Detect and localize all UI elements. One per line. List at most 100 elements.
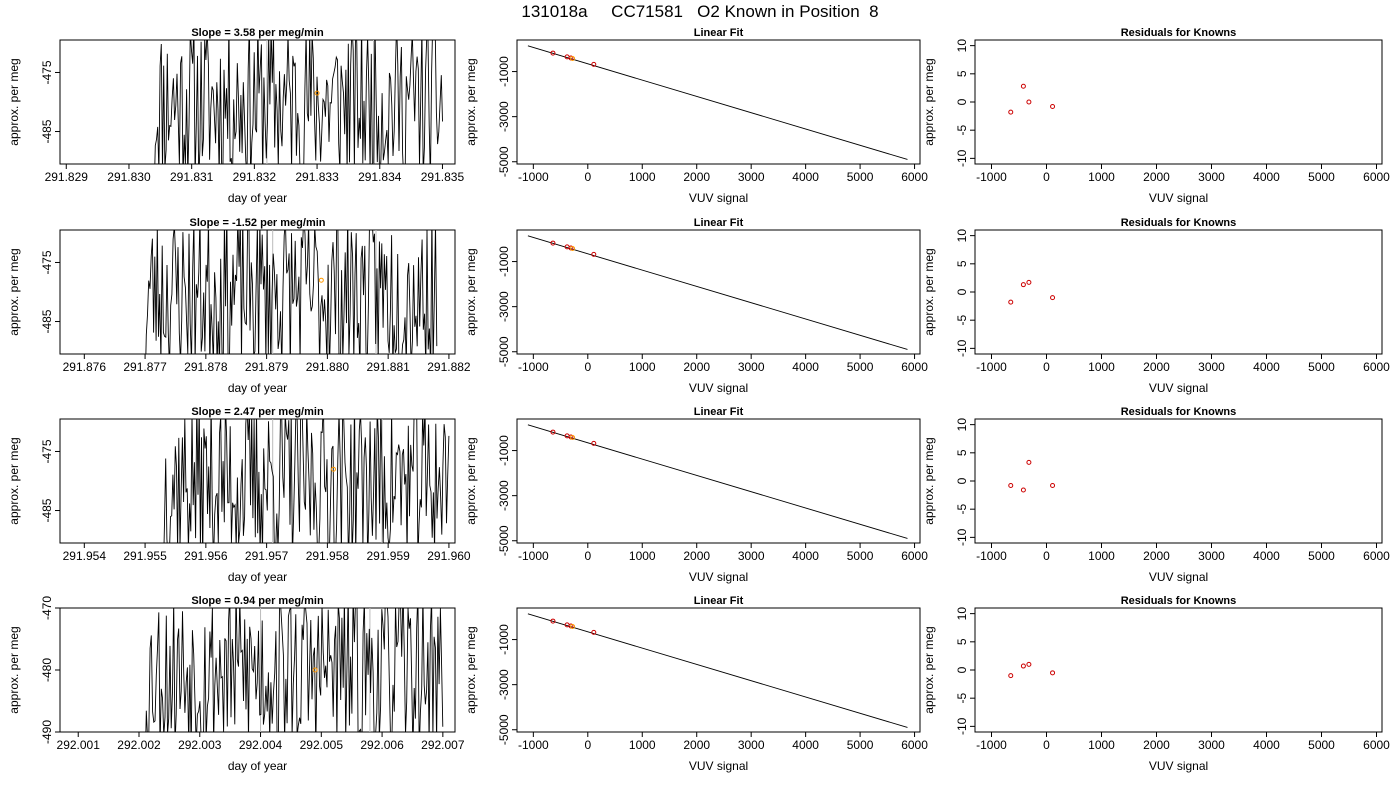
y-tick-label: 5 [955,70,969,77]
x-tick-label: 5000 [847,360,874,374]
x-tick-label: 6000 [901,738,928,752]
trace_panel-xlabel: day of year [228,381,287,395]
fit-line [527,45,908,160]
residual-point [1026,661,1032,667]
y-tick-label: -3000 [497,669,511,700]
y-tick-label: -3000 [497,480,511,511]
fit-point [591,61,597,67]
x-tick-label: 291.880 [306,360,350,374]
trace-panel: Slope = 2.47 per meg/min day of year appro… [7,406,471,584]
x-tick-label: 5000 [1308,170,1335,184]
fit-panel: Linear Fit VUV signal approx. per meg -1000… [464,217,928,395]
residual-point [1026,99,1032,105]
residual_panel-xlabel: VUV signal [1149,759,1208,773]
known-point [570,623,576,629]
residual_panel-ylabel: approx. per meg [922,437,936,524]
y-tick-label: 5 [955,260,969,267]
fit_panel-ylabel: approx. per meg [464,248,478,335]
trace-series [154,40,443,164]
x-tick-label: -1000 [518,170,549,184]
fit_panel-xlabel: VUV signal [689,191,748,205]
fit-panel: Linear Fit VUV signal approx. per meg -1000… [464,27,928,205]
trace-series [145,230,438,354]
y-tick-label: -470 [40,596,54,620]
trace_panel-xlabel: day of year [228,191,287,205]
x-tick-label: 291.954 [63,549,107,563]
x-tick-label: 4000 [1253,738,1280,752]
x-tick-label: 2000 [1143,549,1170,563]
figure-title: 131018a CC71581 O2 Known in Position 8 [521,2,879,21]
fit-point [591,629,597,635]
residual_panel-ylabel: approx. per meg [922,248,936,335]
x-tick-label: 292.002 [117,738,161,752]
y-tick-label: -1000 [497,624,511,655]
x-tick-label: 4000 [1253,549,1280,563]
x-tick-label: 3000 [1198,738,1225,752]
y-tick-label: -490 [40,720,54,744]
residual_panel-ylabel: approx. per meg [922,626,936,713]
x-tick-label: 6000 [901,170,928,184]
x-tick-label: 6000 [901,360,928,374]
residual-point [1020,83,1026,89]
y-tick-label: -10 [955,339,969,357]
x-tick-label: 291.881 [366,360,410,374]
y-tick-label: -10 [955,528,969,546]
y-tick-label: -5 [955,504,969,515]
residual-point [1008,673,1014,679]
x-tick-label: 291.877 [123,360,167,374]
trace_panel-ylabel: approx. per meg [7,437,21,524]
residual_panel-title: Residuals for Knowns [1121,217,1237,229]
fit-line [527,235,908,350]
x-tick-label: 5000 [847,170,874,184]
y-tick-label: 5 [955,449,969,456]
fit_panel-title: Linear Fit [694,406,744,418]
fit_panel-frame [516,229,921,355]
y-tick-label: -485 [40,309,54,333]
x-tick-label: 291.955 [123,549,167,563]
x-tick-label: 5000 [1308,360,1335,374]
y-tick-label: 10 [955,229,969,243]
residual_panel-title: Residuals for Knowns [1121,595,1237,607]
known-point [312,667,318,673]
x-tick-label: 3000 [738,549,765,563]
y-tick-label: -1000 [497,246,511,277]
residual-point [1020,487,1026,493]
y-tick-label: -10 [955,717,969,735]
x-tick-label: 3000 [738,170,765,184]
residual_panel-title: Residuals for Knowns [1121,27,1237,39]
x-tick-label: 292.004 [239,738,283,752]
x-tick-label: 291.876 [63,360,107,374]
fit_panel-frame [516,607,921,733]
y-tick-label: 0 [955,288,969,295]
x-tick-label: 3000 [738,360,765,374]
x-tick-label: 3000 [1198,360,1225,374]
x-tick-label: -1000 [976,170,1007,184]
y-tick-label: 0 [955,666,969,673]
residual_panel-frame [974,607,1383,733]
trace-panel: Slope = 3.58 per meg/min day of year appro… [7,27,464,205]
x-tick-label: 4000 [792,170,819,184]
x-tick-label: 292.005 [300,738,344,752]
x-tick-label: -1000 [976,549,1007,563]
y-tick-label: 10 [955,418,969,432]
x-tick-label: 291.833 [295,170,339,184]
x-tick-label: 0 [1043,738,1050,752]
fit-point [550,618,556,624]
x-tick-label: 1000 [1088,738,1115,752]
x-tick-label: 0 [584,170,591,184]
x-tick-label: 291.878 [184,360,228,374]
fit-point [550,240,556,246]
x-tick-label: -1000 [518,360,549,374]
fit_panel-xlabel: VUV signal [689,570,748,584]
known-point [314,90,320,96]
x-tick-label: 1000 [629,549,656,563]
x-tick-label: 2000 [683,170,710,184]
fit_panel-ylabel: approx. per meg [464,58,478,145]
y-tick-label: 0 [955,98,969,105]
x-tick-label: 5000 [1308,549,1335,563]
y-tick-label: -3000 [497,291,511,322]
x-tick-label: 291.960 [427,549,471,563]
y-tick-label: -5 [955,315,969,326]
x-tick-label: 291.879 [245,360,289,374]
